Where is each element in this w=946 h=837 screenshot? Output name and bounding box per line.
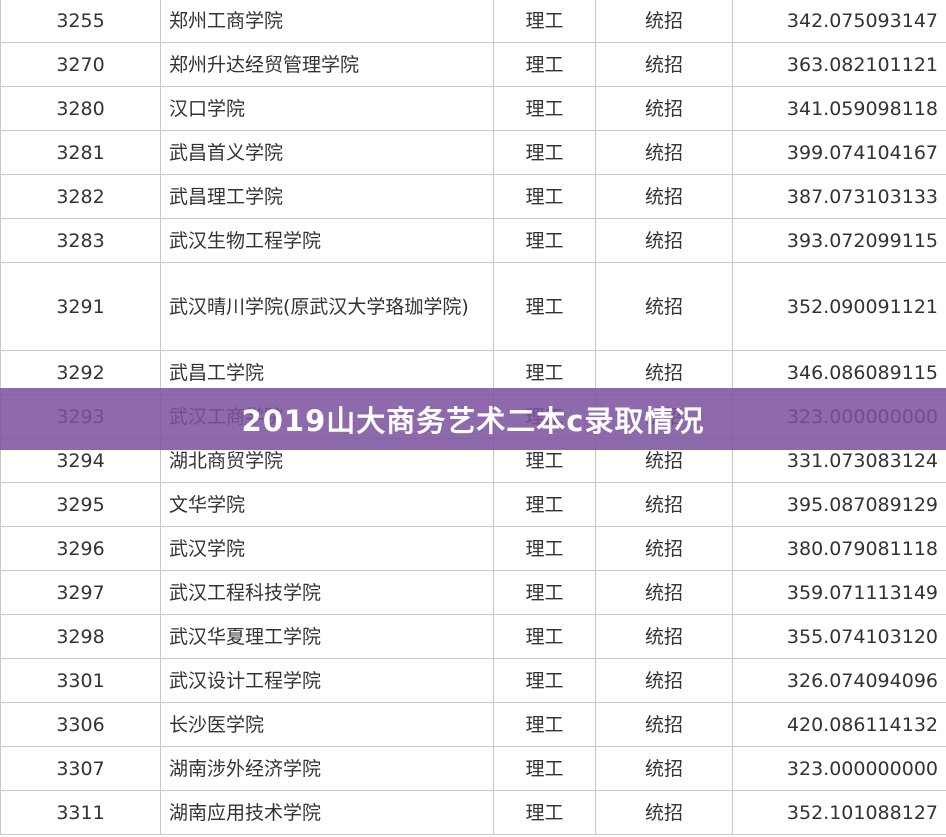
school-code-cell: 3301 [0, 658, 161, 703]
table-row: 3295 文华学院 理工 统招 395.087089129 [0, 482, 946, 527]
admission-type-cell: 统招 [595, 174, 733, 219]
school-name-cell: 文华学院 [160, 482, 494, 527]
subject-cell: 理工 [493, 86, 596, 131]
school-name-cell: 武汉生物工程学院 [160, 218, 494, 263]
subject-cell: 理工 [493, 350, 596, 395]
school-code-cell: 3280 [0, 86, 161, 131]
subject-cell: 理工 [493, 174, 596, 219]
score-cell: 363.082101121 [732, 42, 946, 87]
school-code-cell: 3297 [0, 570, 161, 615]
table-row: 3306 长沙医学院 理工 统招 420.086114132 [0, 702, 946, 747]
school-name-cell: 武汉学院 [160, 526, 494, 571]
school-code-cell: 3311 [0, 790, 161, 835]
subject-cell: 理工 [493, 570, 596, 615]
admission-type-cell: 统招 [595, 130, 733, 175]
admission-type-cell: 统招 [595, 42, 733, 87]
score-cell: 420.086114132 [732, 702, 946, 747]
admission-type-cell: 统招 [595, 790, 733, 835]
school-code-cell: 3306 [0, 702, 161, 747]
score-cell: 387.073103133 [732, 174, 946, 219]
admission-type-cell: 统招 [595, 746, 733, 791]
school-code-cell: 3307 [0, 746, 161, 791]
school-code-cell: 3255 [0, 0, 161, 43]
table-row: 3301 武汉设计工程学院 理工 统招 326.074094096 [0, 658, 946, 703]
table-row: 3270 郑州升达经贸管理学院 理工 统招 363.082101121 [0, 42, 946, 87]
score-cell: 393.072099115 [732, 218, 946, 263]
school-code-cell: 3298 [0, 614, 161, 659]
school-name-cell: 武汉晴川学院(原武汉大学珞珈学院) [160, 262, 494, 351]
school-name-cell: 武昌首义学院 [160, 130, 494, 175]
subject-cell: 理工 [493, 702, 596, 747]
table-row: 3296 武汉学院 理工 统招 380.079081118 [0, 526, 946, 571]
school-name-cell: 汉口学院 [160, 86, 494, 131]
score-cell: 326.074094096 [732, 658, 946, 703]
admission-type-cell: 统招 [595, 614, 733, 659]
admission-type-cell: 统招 [595, 702, 733, 747]
school-name-cell: 郑州升达经贸管理学院 [160, 42, 494, 87]
subject-cell: 理工 [493, 526, 596, 571]
table-row: 3307 湖南涉外经济学院 理工 统招 323.000000000 [0, 746, 946, 791]
school-code-cell: 3282 [0, 174, 161, 219]
subject-cell: 理工 [493, 130, 596, 175]
school-code-cell: 3295 [0, 482, 161, 527]
subject-cell: 理工 [493, 658, 596, 703]
school-name-cell: 湖南应用技术学院 [160, 790, 494, 835]
school-name-cell: 武昌理工学院 [160, 174, 494, 219]
school-name-cell: 武汉华夏理工学院 [160, 614, 494, 659]
subject-cell: 理工 [493, 262, 596, 351]
table-row: 3255 郑州工商学院 理工 统招 342.075093147 [0, 0, 946, 43]
subject-cell: 理工 [493, 614, 596, 659]
subject-cell: 理工 [493, 0, 596, 43]
score-cell: 342.075093147 [732, 0, 946, 43]
school-name-cell: 武汉工程科技学院 [160, 570, 494, 615]
school-name-cell: 郑州工商学院 [160, 0, 494, 43]
school-name-cell: 长沙医学院 [160, 702, 494, 747]
table-row: 3283 武汉生物工程学院 理工 统招 393.072099115 [0, 218, 946, 263]
table-row: 3311 湖南应用技术学院 理工 统招 352.101088127 [0, 790, 946, 835]
score-cell: 395.087089129 [732, 482, 946, 527]
school-code-cell: 3270 [0, 42, 161, 87]
table-row: 3281 武昌首义学院 理工 统招 399.074104167 [0, 130, 946, 175]
subject-cell: 理工 [493, 218, 596, 263]
table-row: 3292 武昌工学院 理工 统招 346.086089115 [0, 350, 946, 395]
subject-cell: 理工 [493, 42, 596, 87]
admission-type-cell: 统招 [595, 262, 733, 351]
admission-type-cell: 统招 [595, 0, 733, 43]
admission-type-cell: 统招 [595, 482, 733, 527]
subject-cell: 理工 [493, 790, 596, 835]
table-row: 3298 武汉华夏理工学院 理工 统招 355.074103120 [0, 614, 946, 659]
admission-type-cell: 统招 [595, 570, 733, 615]
score-cell: 341.059098118 [732, 86, 946, 131]
school-code-cell: 3291 [0, 262, 161, 351]
admission-type-cell: 统招 [595, 86, 733, 131]
table-row: 3291 武汉晴川学院(原武汉大学珞珈学院) 理工 统招 352.090091121 [0, 262, 946, 351]
table-row: 3282 武昌理工学院 理工 统招 387.073103133 [0, 174, 946, 219]
score-cell: 352.090091121 [732, 262, 946, 351]
banner-title: 2019山大商务艺术二本c录取情况 [241, 404, 705, 438]
school-code-cell: 3292 [0, 350, 161, 395]
school-code-cell: 3296 [0, 526, 161, 571]
school-code-cell: 3281 [0, 130, 161, 175]
school-code-cell: 3283 [0, 218, 161, 263]
table-row: 3280 汉口学院 理工 统招 341.059098118 [0, 86, 946, 131]
table-row: 3297 武汉工程科技学院 理工 统招 359.071113149 [0, 570, 946, 615]
admission-type-cell: 统招 [595, 526, 733, 571]
admission-type-cell: 统招 [595, 218, 733, 263]
title-banner: 2019山大商务艺术二本c录取情况 [0, 388, 946, 450]
subject-cell: 理工 [493, 746, 596, 791]
score-cell: 380.079081118 [732, 526, 946, 571]
score-cell: 352.101088127 [732, 790, 946, 835]
admission-type-cell: 统招 [595, 658, 733, 703]
score-cell: 355.074103120 [732, 614, 946, 659]
subject-cell: 理工 [493, 482, 596, 527]
score-cell: 359.071113149 [732, 570, 946, 615]
score-cell: 399.074104167 [732, 130, 946, 175]
school-name-cell: 湖南涉外经济学院 [160, 746, 494, 791]
score-cell: 346.086089115 [732, 350, 946, 395]
school-name-cell: 武汉设计工程学院 [160, 658, 494, 703]
score-cell: 323.000000000 [732, 746, 946, 791]
